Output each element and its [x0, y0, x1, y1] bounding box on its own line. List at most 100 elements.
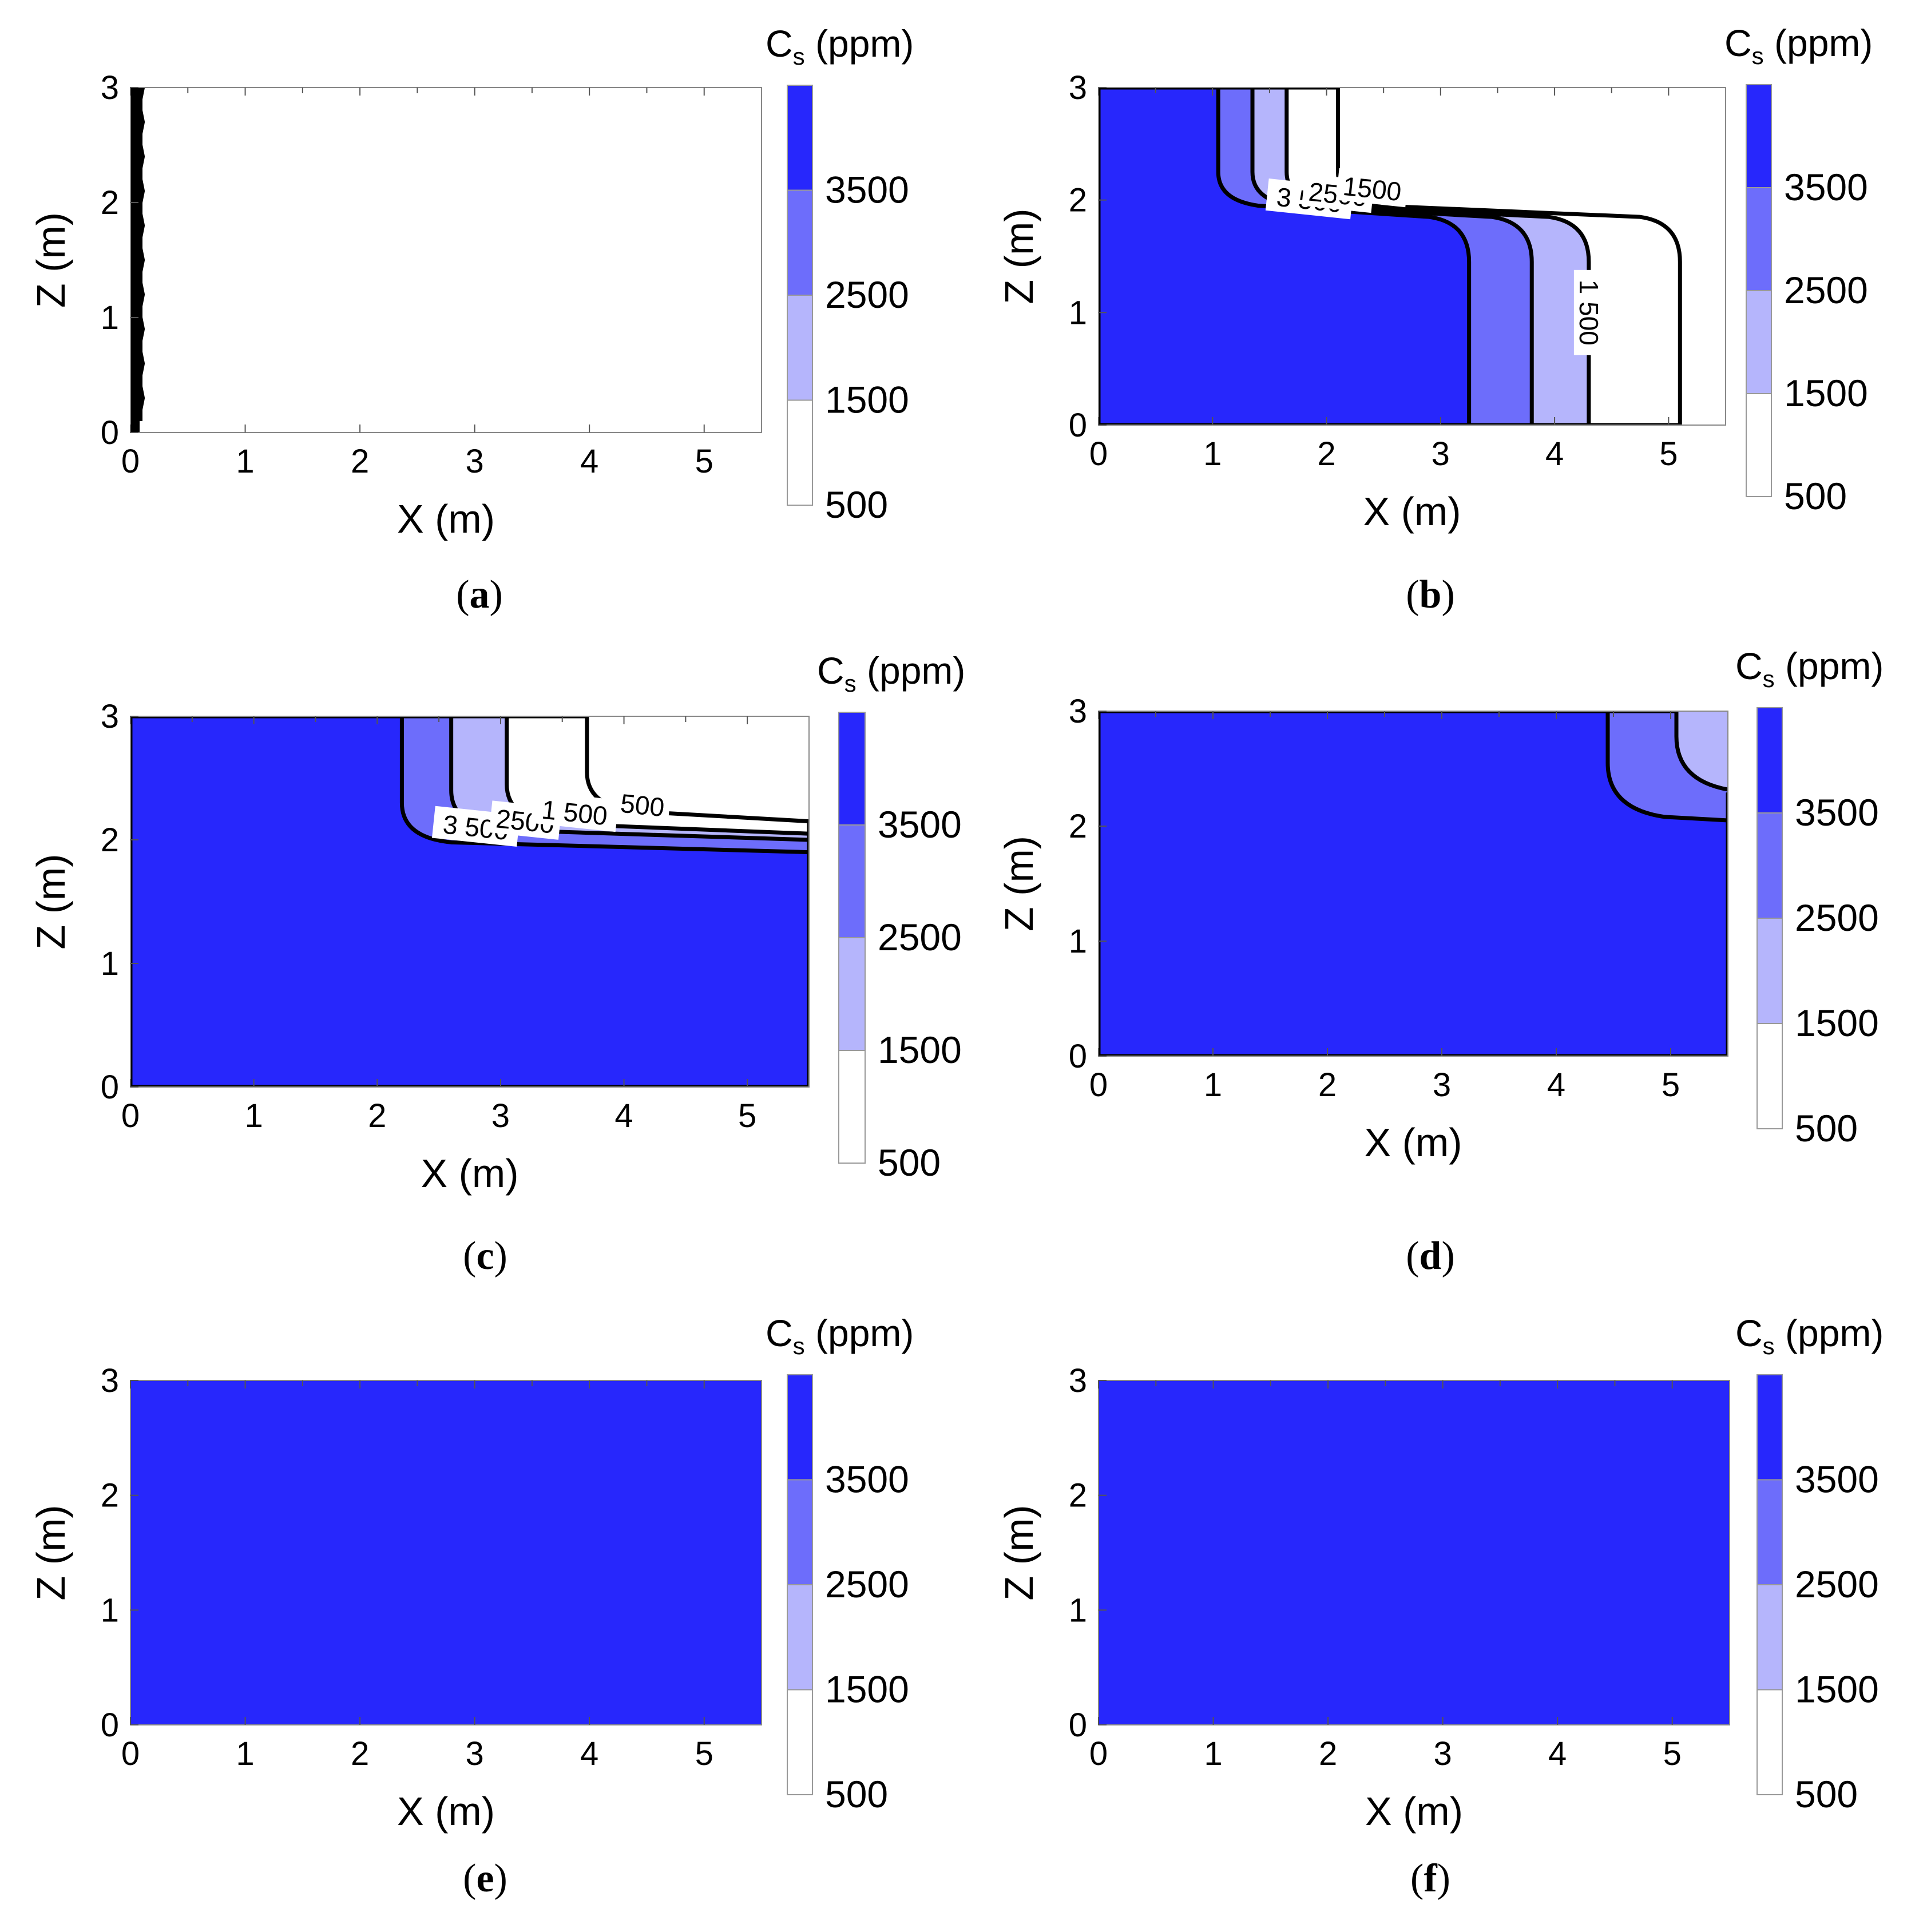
contour-label: 500 [619, 788, 666, 823]
colorbar-title-main: C [1724, 22, 1752, 64]
contour-line [1099, 88, 1472, 425]
contour-label-group: 1 500 [530, 791, 619, 832]
colorbar-title-main: C [1735, 645, 1763, 687]
colorbar-segment [1746, 187, 1772, 291]
colorbar-segment [787, 1689, 813, 1795]
caption-letter: e [476, 1856, 494, 1901]
panel-d: 0 1 2 3 4 5 0 1 2 3 X (m) Z (m) 500 1500 2500 3500 Cs (p… [997, 645, 1884, 1278]
colorbar-segment [838, 1050, 866, 1164]
y-tick-label: 1 [1069, 1592, 1087, 1629]
colorbar-label: 1500 [1784, 372, 1868, 414]
colorbar-segment [1756, 1584, 1783, 1691]
plot-area [1099, 1380, 1730, 1725]
y-tick-label: 2 [101, 1477, 119, 1514]
x-tick-label: 2 [368, 1097, 386, 1134]
colorbar-segment [838, 937, 866, 1051]
caption-close: ) [490, 573, 503, 617]
panel-caption: (b) [1406, 573, 1455, 617]
panel-caption: (f) [1410, 1856, 1450, 1901]
x-tick-label: 3 [1433, 1066, 1451, 1104]
x-axis-title: X (m) [1363, 489, 1461, 534]
x-tick-label: 3 [466, 1735, 484, 1772]
y-tick-label: 0 [101, 1707, 119, 1744]
colorbar-title: Cs (ppm) [1735, 1312, 1884, 1359]
colorbar-label: 3500 [878, 803, 962, 846]
contour-line [137, 88, 145, 421]
y-tick-label: 3 [1069, 1362, 1087, 1399]
colorbar-label: 2500 [1795, 1563, 1879, 1605]
plot-frame [1098, 711, 1728, 1057]
colorbar-title: Cs (ppm) [1724, 22, 1873, 69]
panel-caption: (e) [463, 1856, 507, 1901]
x-tick-label: 0 [1089, 1066, 1108, 1104]
plot-frame [130, 87, 762, 433]
colorbar-title-unit: (ppm) [805, 22, 914, 65]
colorbar-label: 500 [878, 1141, 941, 1184]
y-tick-label: 2 [101, 822, 119, 859]
x-tick-label: 3 [1434, 1735, 1452, 1772]
panel-f: 0 1 2 3 4 5 0 1 2 3 X (m) Z (m) 500 1500 2500 3500 Cs (p… [997, 1312, 1884, 1901]
x-tick-label: 0 [121, 1097, 140, 1134]
y-tick-label: 0 [1069, 407, 1087, 444]
y-axis-title: Z (m) [29, 212, 73, 308]
colorbar-title-unit: (ppm) [1764, 22, 1873, 64]
x-axis-title: X (m) [1364, 1120, 1462, 1165]
x-tick-label: 1 [1204, 1735, 1222, 1772]
colorbar-title: Cs (ppm) [766, 1312, 914, 1359]
x-tick-label: 2 [1317, 435, 1335, 473]
contour-label: 1500 [1342, 171, 1403, 207]
colorbar-label: 2500 [1795, 896, 1879, 939]
colorbar-label: 1500 [1795, 1002, 1879, 1044]
contour-line [130, 716, 809, 1087]
colorbar-title-unit: (ppm) [1775, 1312, 1884, 1354]
colorbar-title-sub: s [1763, 1332, 1775, 1359]
contour-label-group: 500 [613, 785, 672, 823]
plot-area [130, 716, 809, 1087]
contour-line [1099, 711, 1728, 1056]
x-tick-label: 1 [1204, 1066, 1222, 1104]
caption-close: ) [494, 1856, 507, 1901]
colorbar-title-sub: s [844, 670, 857, 697]
y-tick-label: 1 [1069, 923, 1087, 960]
colorbar-title-main: C [766, 1312, 793, 1354]
colorbar-label: 500 [825, 1773, 888, 1815]
colorbar-title-unit: (ppm) [805, 1312, 914, 1354]
colorbar-segment [787, 1374, 813, 1481]
caption-close: ) [1441, 1234, 1454, 1278]
y-tick-label: 3 [1069, 69, 1087, 106]
x-tick-label: 5 [695, 443, 713, 480]
colorbar-title-sub: s [1763, 665, 1775, 692]
colorbar-label: 3500 [825, 1458, 909, 1501]
colorbar-label: 3500 [825, 169, 909, 211]
x-tick-label: 4 [1548, 1735, 1567, 1772]
x-tick-label: 2 [1319, 1735, 1337, 1772]
colorbar-label: 500 [825, 483, 888, 526]
plot-area [1099, 88, 1726, 425]
colorbar-title: Cs (ppm) [1735, 645, 1884, 692]
colorbar-label: 500 [1795, 1107, 1858, 1149]
colorbar-segment [787, 85, 813, 191]
caption-letter: a [470, 573, 490, 617]
colorbar-label: 1500 [1795, 1668, 1879, 1711]
caption-letter: b [1420, 573, 1442, 617]
x-tick-label: 4 [1545, 435, 1564, 473]
colorbar-title: Cs (ppm) [817, 649, 965, 697]
colorbar-label: 1500 [878, 1029, 962, 1071]
colorbar-label: 2500 [878, 916, 962, 958]
x-tick-label: 1 [236, 1735, 254, 1772]
colorbar-segment [787, 1479, 813, 1585]
colorbar-title-main: C [1735, 1312, 1763, 1354]
x-tick-label: 0 [1089, 1735, 1108, 1772]
colorbar-title-unit: (ppm) [1775, 645, 1884, 687]
caption-letter: d [1420, 1234, 1442, 1278]
y-tick-label: 1 [101, 299, 119, 336]
caption-open: ( [463, 1234, 476, 1278]
x-tick-label: 0 [121, 443, 140, 480]
colorbar-segment [1756, 812, 1783, 919]
colorbar-segment [787, 1584, 813, 1691]
caption-open: ( [1406, 573, 1419, 617]
saturated-region [1099, 1380, 1730, 1725]
y-tick-label: 2 [101, 184, 119, 221]
plot-area [130, 1380, 762, 1725]
